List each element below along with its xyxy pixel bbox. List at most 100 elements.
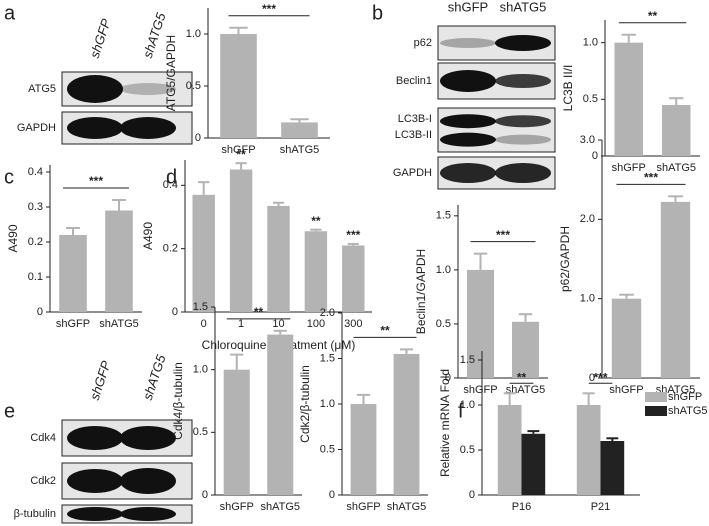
significance-label: **: [311, 214, 321, 228]
significance-label: ***: [346, 228, 360, 242]
bar: [105, 210, 133, 312]
significance-label: ***: [262, 2, 276, 16]
panel-label: f: [458, 400, 464, 422]
bar: [220, 34, 257, 138]
blot-band: [67, 117, 123, 139]
bar: [393, 353, 420, 495]
y-tick-label: 0.1: [28, 271, 43, 283]
y-tick-label: 0: [329, 489, 335, 501]
bar: [512, 321, 539, 378]
blot-band: [120, 83, 176, 95]
bar: [350, 404, 377, 495]
row-label: ATG5: [28, 83, 56, 95]
panel-label: e: [4, 400, 15, 422]
blot-band: [440, 132, 496, 147]
y-tick-label: 0.3: [28, 201, 43, 213]
x-tick-label: shGFP: [221, 144, 255, 156]
significance-label: **: [517, 370, 527, 384]
legend-label: shATG5: [668, 405, 708, 417]
y-axis-label: Cdk4/β-tubulin: [171, 362, 185, 440]
blot-band: [440, 163, 496, 183]
y-tick-label: 1.0: [436, 264, 451, 276]
x-tick-label: shGFP: [56, 318, 90, 330]
row-label: GAPDH: [17, 122, 56, 134]
x-tick-label: shATG5: [99, 318, 139, 330]
bar: [576, 405, 601, 495]
x-tick-label: shGFP: [463, 384, 497, 396]
y-tick-label: 0: [37, 306, 43, 318]
panel-label: b: [372, 2, 383, 24]
x-tick-label: P16: [512, 501, 532, 513]
x-tick-label: shGFP: [609, 384, 643, 396]
significance-label: ***: [593, 370, 607, 384]
y-tick-label: 0: [589, 372, 595, 384]
column-label: shGFP: [448, 0, 488, 14]
legend-swatch: [645, 392, 667, 402]
column-label: shATG5: [140, 352, 169, 402]
bar: [600, 441, 625, 495]
blot-band: [120, 117, 176, 139]
x-tick-label: P21: [591, 501, 611, 513]
panel-label: a: [4, 2, 16, 24]
significance-label: **: [254, 305, 264, 319]
x-tick-label: shATG5: [506, 384, 546, 396]
bar: [662, 105, 691, 156]
blot-band: [120, 426, 176, 450]
y-tick-label: 0.5: [186, 80, 201, 92]
x-tick-label: shATG5: [387, 501, 427, 513]
x-tick-label: 100: [307, 318, 325, 330]
column-label: shGFP: [87, 359, 114, 402]
y-tick-label: 0.5: [460, 444, 475, 456]
blot-band: [495, 35, 551, 51]
row-label: LC3B-II: [395, 129, 432, 141]
y-tick-label: 0: [202, 489, 208, 501]
bar: [267, 205, 290, 312]
y-tick-label: 1.5: [460, 354, 475, 366]
y-tick-label: 1.0: [193, 364, 208, 376]
x-tick-label: shATG5: [656, 162, 696, 174]
significance-label: ***: [89, 174, 103, 188]
bar: [267, 334, 294, 495]
bar: [192, 194, 215, 312]
y-tick-label: 0.4: [163, 179, 178, 191]
significance-label: ***: [644, 170, 658, 184]
legend-swatch: [645, 406, 667, 416]
legend-label: shGFP: [668, 391, 702, 403]
y-tick-label: 0: [172, 306, 178, 318]
y-axis-label: Cdk2/β-tubulin: [298, 365, 312, 443]
y-tick-label: 1.0: [583, 37, 598, 49]
y-tick-label: 1.0: [186, 28, 201, 40]
y-tick-label: 0.5: [436, 318, 451, 330]
blot-band: [120, 507, 176, 521]
row-label: GAPDH: [393, 167, 432, 179]
y-axis-label: Relative mRNA Fold: [438, 369, 452, 477]
y-tick-label: 0: [592, 150, 598, 162]
y-tick-label: 1.5: [320, 352, 335, 364]
blot-band: [495, 134, 551, 145]
blot-band: [440, 70, 496, 92]
bar: [660, 201, 691, 378]
y-tick-label: 1.0: [580, 293, 595, 305]
row-label: LC3B-I: [398, 113, 432, 125]
y-tick-label: 1.0: [460, 399, 475, 411]
x-tick-label: shATG5: [280, 144, 320, 156]
blot-band: [495, 115, 551, 128]
row-label: Beclin1: [396, 75, 432, 87]
y-tick-label: 3.0: [580, 134, 595, 146]
blot-band: [67, 507, 123, 521]
panel-label: c: [4, 166, 14, 188]
y-tick-label: 1.5: [193, 301, 208, 313]
bar: [59, 235, 87, 312]
y-tick-label: 2.0: [320, 307, 335, 319]
bar: [497, 405, 522, 495]
y-tick-label: 2.0: [580, 213, 595, 225]
x-tick-label: 10: [272, 318, 284, 330]
blot-band: [67, 75, 123, 103]
y-axis-label: p62/GAPDH: [558, 226, 572, 292]
y-tick-label: 1.5: [436, 210, 451, 222]
bar: [521, 433, 546, 495]
significance-label: **: [648, 9, 658, 23]
y-tick-label: 0: [469, 489, 475, 501]
y-axis-label: LC3B II/I: [561, 65, 575, 112]
significance-label: **: [380, 324, 390, 338]
